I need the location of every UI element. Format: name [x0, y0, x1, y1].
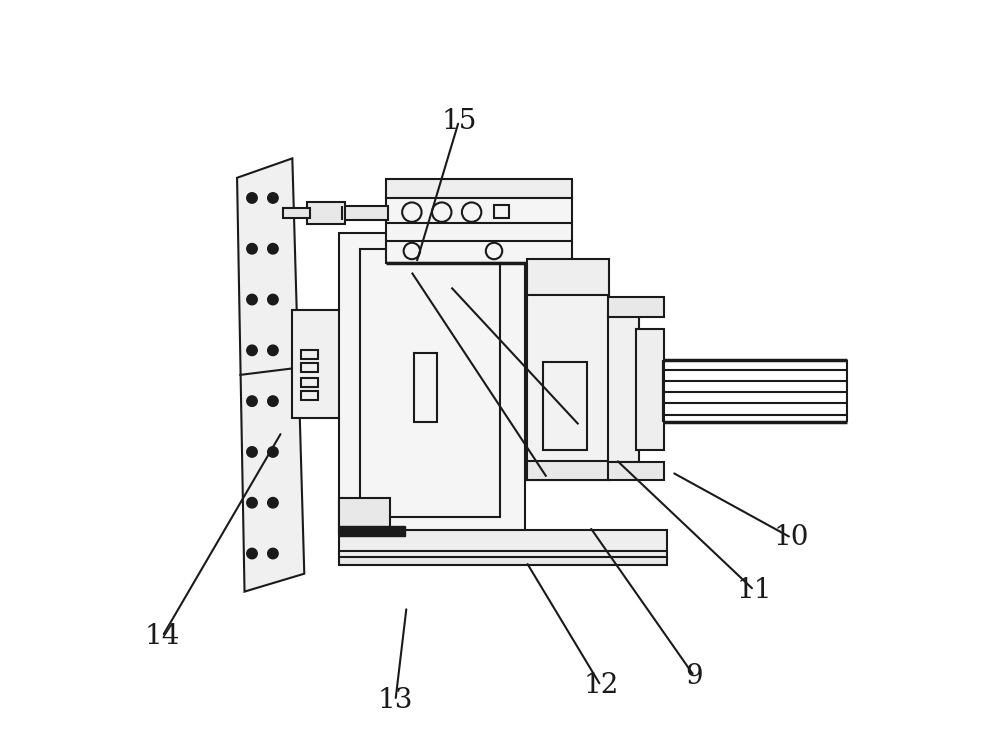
Bar	[386, 179, 572, 198]
Bar	[494, 205, 509, 218]
Text: 10: 10	[774, 524, 809, 551]
Circle shape	[247, 193, 257, 203]
Bar	[360, 249, 500, 517]
Bar	[608, 462, 664, 480]
Text: 13: 13	[378, 687, 413, 714]
Bar	[339, 557, 667, 565]
Bar	[301, 350, 318, 359]
Circle shape	[268, 244, 278, 254]
Text: 11: 11	[736, 577, 772, 604]
Circle shape	[268, 548, 278, 559]
Bar	[386, 197, 572, 263]
Circle shape	[247, 447, 257, 457]
Bar	[283, 208, 310, 218]
Text: 9: 9	[685, 663, 703, 689]
Bar	[414, 353, 437, 422]
Bar	[339, 530, 667, 559]
Circle shape	[268, 345, 278, 356]
Bar	[527, 259, 609, 295]
Circle shape	[247, 244, 257, 254]
Circle shape	[247, 498, 257, 508]
Text: 14: 14	[145, 623, 180, 650]
Bar	[339, 526, 405, 536]
Circle shape	[247, 548, 257, 559]
Circle shape	[247, 345, 257, 356]
Circle shape	[268, 447, 278, 457]
Bar	[301, 391, 318, 400]
Bar	[301, 363, 318, 372]
Bar	[636, 329, 664, 450]
Bar	[543, 362, 587, 450]
Bar	[608, 316, 639, 462]
Bar	[527, 291, 609, 480]
Polygon shape	[237, 158, 304, 592]
Bar	[342, 206, 388, 220]
Circle shape	[268, 498, 278, 508]
Bar	[307, 202, 345, 224]
Bar	[608, 297, 664, 317]
Text: 12: 12	[583, 672, 619, 699]
Circle shape	[268, 396, 278, 406]
Text: 15: 15	[441, 108, 477, 134]
Circle shape	[268, 294, 278, 305]
Circle shape	[268, 193, 278, 203]
Bar	[527, 461, 609, 480]
Bar	[301, 378, 318, 387]
Circle shape	[247, 294, 257, 305]
Circle shape	[247, 396, 257, 406]
Bar	[339, 498, 390, 532]
Bar	[339, 233, 525, 532]
Bar	[292, 310, 341, 418]
